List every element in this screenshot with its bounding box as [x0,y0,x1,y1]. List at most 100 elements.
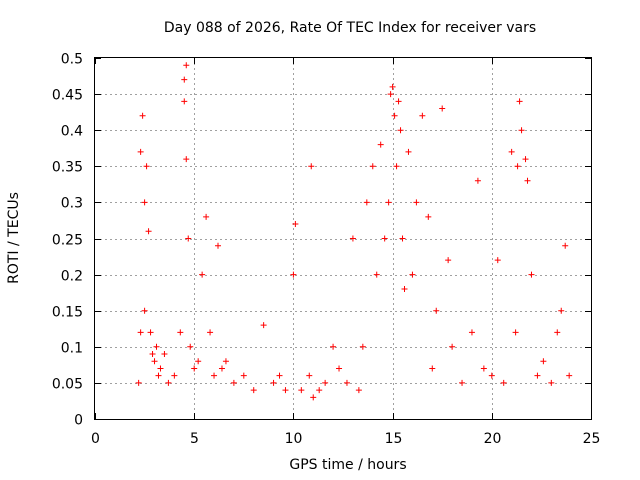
data-point [425,213,432,220]
data-point [512,329,519,336]
data-point [562,242,569,249]
data-point [141,307,148,314]
data-point [548,379,555,386]
x-tick-label: 20 [484,431,502,447]
data-point [282,387,289,394]
data-point [171,372,178,379]
x-axis-label: GPS time / hours [289,457,406,473]
data-point [401,286,408,293]
data-point [137,148,144,155]
data-point [137,329,144,336]
data-point [528,271,535,278]
data-point [250,387,257,394]
y-tick-label: 0.2 [61,269,83,285]
data-point [330,343,337,350]
y-axis-label: ROTI / TECUs [6,192,22,284]
data-point [165,379,172,386]
data-point [381,235,388,242]
data-point [409,271,416,278]
data-point [222,358,229,365]
grid-lines [95,58,591,419]
axis-ticks: 0 0.05 0.1 0.15 0.2 0.25 0.3 0.35 0.4 0.45 0.5 0 5 10… [52,52,601,448]
data-point [151,358,158,365]
data-point [480,365,487,372]
y-tick-label: 0 [74,413,83,429]
data-point [270,379,277,386]
data-point [359,343,366,350]
data-point [147,329,154,336]
data-point [141,199,148,206]
data-point [310,394,317,401]
data-point [157,365,164,372]
data-point [500,379,507,386]
data-point [399,235,406,242]
data-point [199,271,206,278]
y-tick-label: 0.25 [52,233,83,249]
data-point [191,365,198,372]
data-point [395,98,402,105]
data-point [161,351,168,358]
data-point [363,199,370,206]
data-point [181,98,188,105]
data-point [397,127,404,134]
data-point [298,387,305,394]
data-point [135,379,142,386]
data-point [195,358,202,365]
data-point [459,379,466,386]
data-point [240,372,247,379]
data-point [474,177,481,184]
y-tick-label: 0.35 [52,160,83,176]
data-point [308,163,315,170]
data-point [373,271,380,278]
data-point [207,329,214,336]
data-point [139,112,146,119]
y-tick-label: 0.4 [61,124,83,140]
data-point [534,372,541,379]
data-point [429,365,436,372]
data-point [558,307,565,314]
data-point [385,199,392,206]
data-point [518,127,525,134]
data-point [292,221,299,228]
data-points [135,62,573,401]
data-point [343,379,350,386]
x-tick-label: 25 [583,431,601,447]
data-point [516,98,523,105]
y-tick-label: 0.15 [52,305,83,321]
y-tick-label: 0.05 [52,377,83,393]
y-tick-label: 0.3 [61,196,83,212]
data-point [369,163,376,170]
data-point [439,105,446,112]
data-point [540,358,547,365]
data-point [203,213,210,220]
x-tick-label: 5 [190,431,199,447]
data-point [405,148,412,155]
data-point [153,343,160,350]
data-point [215,242,222,249]
data-point [181,76,188,83]
data-point [524,177,531,184]
data-point [349,235,356,242]
data-point [355,387,362,394]
data-point [185,235,192,242]
data-point [155,372,162,379]
data-point [306,372,313,379]
data-point [290,271,297,278]
plot-frame [94,57,592,420]
x-tick-label: 10 [285,431,303,447]
data-point [177,329,184,336]
data-point [230,379,237,386]
data-point [522,156,529,163]
data-point [393,163,400,170]
data-point [419,112,426,119]
data-point [494,257,501,264]
data-point [276,372,283,379]
data-point [508,148,515,155]
data-point [211,372,218,379]
data-point [149,351,156,358]
data-point [554,329,561,336]
data-point [391,112,398,119]
data-point [488,372,495,379]
data-point [218,365,225,372]
y-tick-label: 0.45 [52,88,83,104]
